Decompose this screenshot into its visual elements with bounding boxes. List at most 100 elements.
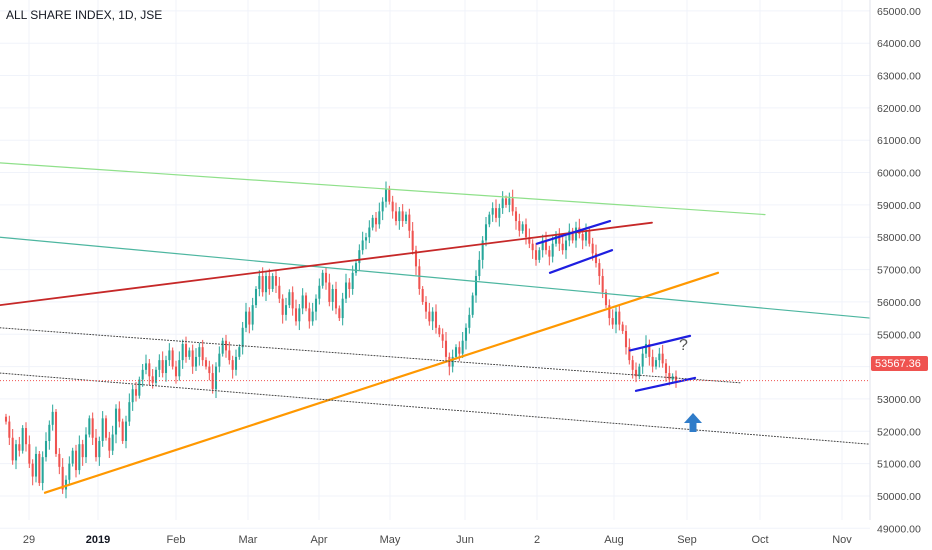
- y-tick-label: 53000.00: [877, 394, 921, 406]
- candle: [274, 270, 278, 294]
- candle: [434, 304, 438, 334]
- candle: [301, 288, 304, 315]
- candle: [408, 208, 411, 239]
- up-arrow-icon: [684, 413, 702, 432]
- candle-body: [104, 418, 108, 438]
- candle-body: [164, 360, 168, 374]
- candle: [251, 297, 254, 331]
- candle-body: [168, 350, 171, 361]
- candle: [498, 203, 501, 227]
- candle: [364, 232, 368, 250]
- candle: [608, 299, 611, 326]
- candle-body: [394, 211, 398, 222]
- candle-body: [351, 272, 354, 289]
- candle: [581, 229, 584, 250]
- candle-body: [144, 363, 148, 370]
- candle: [188, 347, 191, 360]
- last-price-tag-bg: [871, 356, 928, 371]
- candle-body: [488, 214, 491, 225]
- candle-body: [654, 360, 658, 367]
- candle: [401, 204, 404, 227]
- candle: [314, 294, 318, 321]
- candle-body: [478, 259, 481, 277]
- candle-body: [501, 198, 504, 209]
- candle: [111, 425, 114, 456]
- candle-body: [424, 301, 428, 312]
- candle: [574, 221, 578, 248]
- candle-body: [261, 276, 264, 293]
- candle: [651, 349, 654, 373]
- candle-body: [188, 350, 191, 357]
- candle-body: [404, 214, 408, 222]
- candle: [198, 342, 201, 366]
- candle: [518, 213, 521, 237]
- candle-body: [574, 227, 578, 241]
- trendline-green: [0, 162, 766, 216]
- candle-body: [51, 411, 54, 425]
- y-tick-label: 49000.00: [877, 523, 921, 535]
- candle-body: [521, 224, 524, 231]
- candle: [368, 220, 371, 244]
- candle-body: [78, 444, 81, 471]
- candle-body: [271, 276, 274, 289]
- candle: [154, 366, 158, 386]
- candle: [384, 181, 388, 208]
- candle-body: [91, 418, 94, 438]
- candle: [304, 292, 308, 312]
- candle: [551, 236, 554, 263]
- candle: [428, 302, 431, 326]
- candle: [348, 278, 351, 298]
- candle: [638, 363, 641, 380]
- candle-body: [644, 343, 648, 354]
- candle: [38, 451, 41, 486]
- candle: [278, 277, 281, 304]
- candle: [78, 435, 81, 475]
- candle: [624, 325, 628, 355]
- candle-body: [291, 292, 294, 309]
- candle: [298, 304, 301, 331]
- candle-body: [8, 421, 11, 438]
- candle-body: [251, 305, 254, 325]
- candle-body: [228, 350, 231, 361]
- candle-body: [98, 440, 101, 458]
- candle: [158, 354, 161, 378]
- candle-body: [354, 263, 358, 273]
- candle-body: [131, 389, 134, 403]
- candle-body: [541, 240, 544, 251]
- candle-body: [388, 188, 391, 202]
- candle-body: [658, 353, 661, 361]
- candle: [648, 339, 651, 366]
- candle: [534, 242, 538, 266]
- candle: [571, 227, 574, 244]
- candle: [341, 292, 344, 326]
- candle: [374, 212, 378, 232]
- candle-body: [224, 340, 228, 351]
- candle: [41, 451, 44, 491]
- candle-body: [558, 234, 561, 244]
- candle: [378, 202, 381, 229]
- trendlines: [0, 162, 871, 494]
- y-tick-label: 50000.00: [877, 491, 921, 503]
- candle-body: [398, 211, 401, 222]
- candle-body: [274, 276, 278, 286]
- candle-body: [204, 360, 208, 367]
- candle-body: [551, 243, 554, 257]
- candle: [294, 299, 298, 326]
- candle-body: [598, 263, 601, 277]
- x-tick-label: Oct: [751, 534, 768, 546]
- candle-body: [264, 276, 268, 293]
- x-tick-label: 2019: [86, 534, 110, 546]
- candle: [621, 321, 624, 334]
- candle: [24, 422, 28, 452]
- candle-body: [628, 347, 631, 361]
- trendline-teal: [0, 236, 871, 319]
- candle-body: [84, 434, 88, 458]
- candle: [54, 408, 58, 457]
- candle: [421, 286, 424, 305]
- candle: [558, 228, 561, 251]
- candle: [361, 231, 364, 255]
- candle: [471, 292, 474, 318]
- candle: [241, 321, 244, 355]
- candle: [34, 446, 38, 483]
